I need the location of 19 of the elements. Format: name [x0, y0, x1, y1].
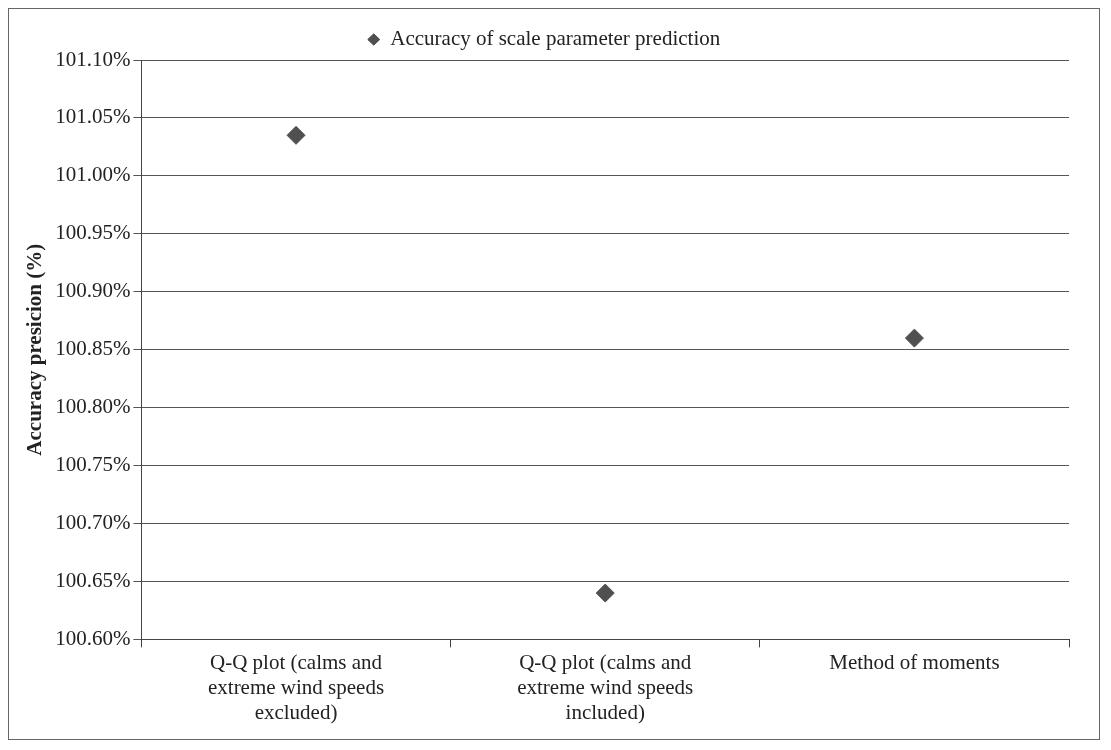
y-tick-label: 100.60% [55, 625, 131, 650]
point [286, 125, 306, 145]
y-tick-label: 100.65% [55, 567, 131, 592]
x-tick-label: Q-Q plot (calms and extreme wind speeds excluded) [207, 649, 385, 724]
point [904, 328, 924, 348]
y-tick-label: 101.00% [55, 162, 131, 187]
y-tick-label: 101.05% [55, 104, 131, 129]
y-tick-label: 100.70% [55, 510, 131, 535]
y-axis-title: Accuracy presicion (%) [22, 243, 47, 456]
y-tick-label: 100.95% [55, 220, 131, 245]
y-tick-label: 100.85% [55, 336, 131, 361]
y-tick-label: 100.75% [55, 452, 131, 477]
y-tick-label: 100.90% [55, 278, 131, 303]
x-tick-label: Q-Q plot (calms and extreme wind speeds included) [517, 649, 694, 724]
y-tick-label: 101.10% [55, 46, 131, 71]
legend-label: Accuracy of scale parameter prediction [390, 26, 721, 51]
point [595, 583, 615, 603]
x-tick-label: Method of moments [829, 649, 1000, 674]
y-tick-label: 100.80% [55, 394, 131, 419]
